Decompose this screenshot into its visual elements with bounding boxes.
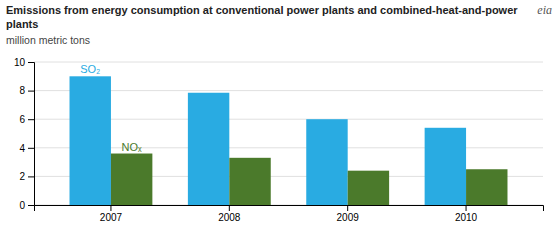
chart: Emissions from energy consumption at con… [0, 0, 558, 227]
tick-mark [28, 91, 34, 92]
axis-line [28, 63, 35, 206]
tick-mark [28, 205, 34, 206]
grid [34, 62, 543, 205]
bar [425, 128, 466, 205]
tick-label: 2008 [218, 212, 241, 223]
plot: 0 2 4 6 8 10 2007 2008 2009 2010 SO₂ NOₓ [14, 57, 544, 223]
series-label: SO₂ [80, 63, 100, 75]
tick: 4 [19, 143, 34, 154]
tick: 6 [19, 114, 34, 125]
series-label: NOₓ [122, 141, 143, 153]
tick-mark [347, 205, 348, 211]
bar [229, 158, 270, 205]
title: Emissions from energy consumption at con… [6, 4, 521, 30]
tick: 2007 [100, 205, 123, 223]
tick-label: 4 [19, 143, 25, 154]
y-axis: 0 2 4 6 8 10 [14, 57, 35, 211]
bars [70, 76, 508, 205]
bar [306, 119, 347, 205]
grid-line [34, 62, 543, 63]
tick-label: 10 [14, 57, 26, 68]
bar [466, 169, 507, 205]
tick-label: 2010 [455, 212, 478, 223]
tick: 10 [14, 57, 34, 68]
bar [348, 171, 389, 205]
tick-mark [28, 176, 34, 177]
tick: 2 [19, 171, 34, 182]
y-label: million metric tons [6, 34, 90, 46]
tick-label: 2007 [100, 212, 123, 223]
tick-mark [229, 205, 230, 211]
annotation: eia [537, 3, 552, 17]
series [70, 76, 467, 205]
tick-mark [28, 148, 34, 149]
tick: 2010 [455, 205, 478, 223]
tick-label: 8 [19, 85, 25, 96]
tick: 0 [19, 200, 34, 211]
bar [188, 93, 229, 205]
tick: 2008 [218, 205, 241, 223]
tick-label: 2009 [337, 212, 360, 223]
tick-mark [110, 205, 111, 211]
tick-mark [466, 205, 467, 211]
series [111, 154, 508, 205]
x-axis: 2007 2008 2009 2010 [35, 205, 544, 223]
series-labels: SO₂ NOₓ [80, 63, 142, 152]
tick-label: 0 [19, 200, 25, 211]
tick-label: 2 [19, 171, 25, 182]
bar [111, 154, 152, 205]
tick-label: 6 [19, 114, 25, 125]
bar [70, 76, 111, 205]
tick-mark [28, 119, 34, 120]
tick-mark [28, 62, 34, 63]
tick: 2009 [337, 205, 360, 223]
axis-line [35, 206, 544, 212]
tick: 8 [19, 85, 34, 96]
